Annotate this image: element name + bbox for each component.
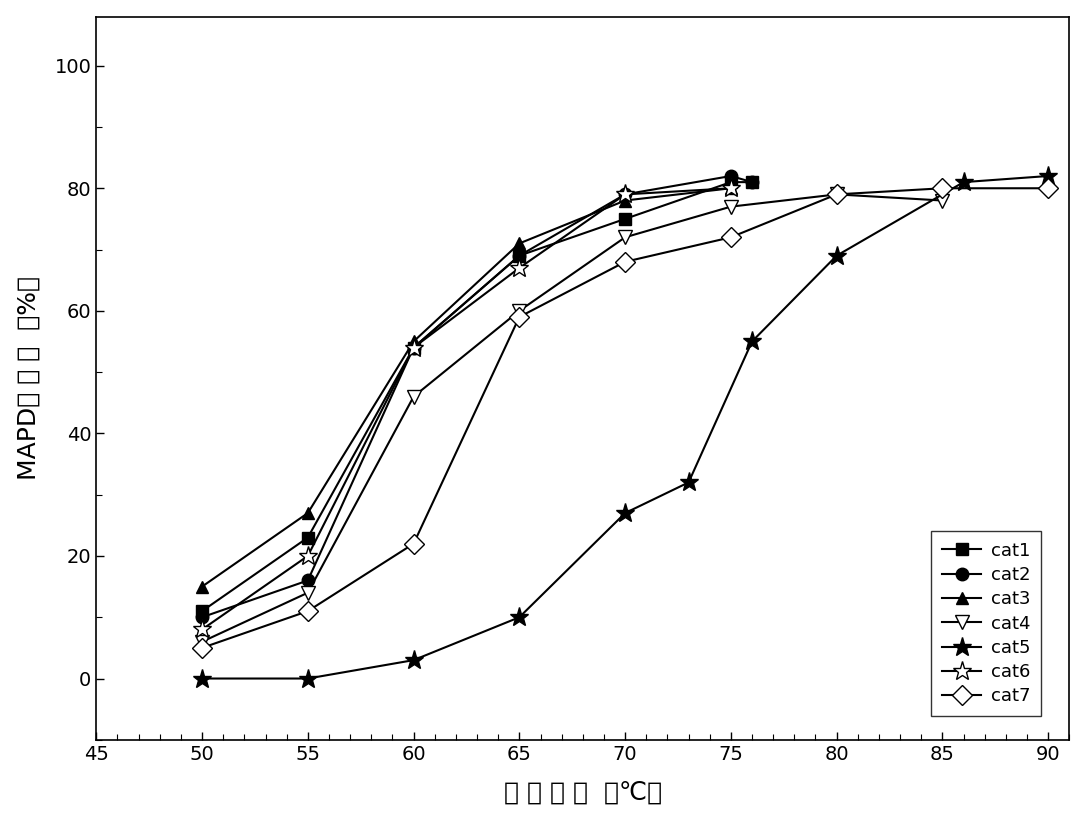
cat1: [724, 177, 737, 187]
cat3: [195, 581, 209, 591]
cat5: [1041, 171, 1055, 181]
cat3: [513, 238, 526, 248]
cat5: [195, 673, 209, 683]
Line: cat4: cat4: [195, 187, 949, 649]
cat6: [195, 625, 209, 635]
Line: cat1: cat1: [197, 177, 758, 617]
cat7: [1041, 183, 1055, 193]
cat3: [301, 508, 314, 518]
cat4: [407, 392, 420, 401]
cat5: [682, 478, 695, 488]
Legend: cat1, cat2, cat3, cat4, cat5, cat6, cat7: cat1, cat2, cat3, cat4, cat5, cat6, cat7: [931, 530, 1040, 716]
cat5: [301, 673, 314, 683]
cat1: [407, 342, 420, 352]
cat7: [301, 606, 314, 616]
Line: cat6: cat6: [192, 178, 741, 640]
cat2: [195, 612, 209, 622]
cat7: [195, 643, 209, 653]
cat7: [830, 190, 843, 200]
cat1: [301, 533, 314, 543]
cat5: [745, 337, 758, 346]
cat5: [513, 612, 526, 622]
cat6: [619, 190, 632, 200]
cat2: [724, 171, 737, 181]
cat6: [301, 551, 314, 561]
cat1: [195, 606, 209, 616]
cat6: [407, 342, 420, 352]
cat7: [619, 257, 632, 267]
cat4: [195, 637, 209, 647]
cat2: [301, 576, 314, 585]
cat1: [619, 214, 632, 224]
Y-axis label: MAPD转 化 率  （%）: MAPD转 化 率 （%）: [16, 276, 40, 480]
X-axis label: 反 应 温 度  （℃）: 反 应 温 度 （℃）: [504, 780, 661, 805]
Line: cat5: cat5: [192, 167, 1058, 688]
cat7: [513, 312, 526, 322]
cat4: [619, 232, 632, 242]
cat7: [407, 539, 420, 548]
cat2: [745, 177, 758, 187]
cat4: [830, 190, 843, 200]
cat5: [830, 250, 843, 260]
cat5: [957, 177, 970, 187]
cat3: [724, 183, 737, 193]
cat4: [936, 195, 949, 205]
cat2: [407, 342, 420, 352]
cat2: [619, 190, 632, 200]
cat4: [301, 588, 314, 598]
cat4: [724, 202, 737, 212]
cat7: [724, 232, 737, 242]
cat6: [724, 183, 737, 193]
cat3: [407, 337, 420, 346]
Line: cat2: cat2: [195, 170, 758, 623]
cat2: [513, 250, 526, 260]
cat1: [513, 250, 526, 260]
cat5: [619, 508, 632, 518]
cat7: [936, 183, 949, 193]
cat4: [513, 306, 526, 316]
Line: cat7: cat7: [195, 181, 1056, 655]
cat3: [619, 195, 632, 205]
cat6: [513, 263, 526, 273]
cat5: [407, 655, 420, 665]
Line: cat3: cat3: [195, 182, 737, 593]
cat1: [745, 177, 758, 187]
